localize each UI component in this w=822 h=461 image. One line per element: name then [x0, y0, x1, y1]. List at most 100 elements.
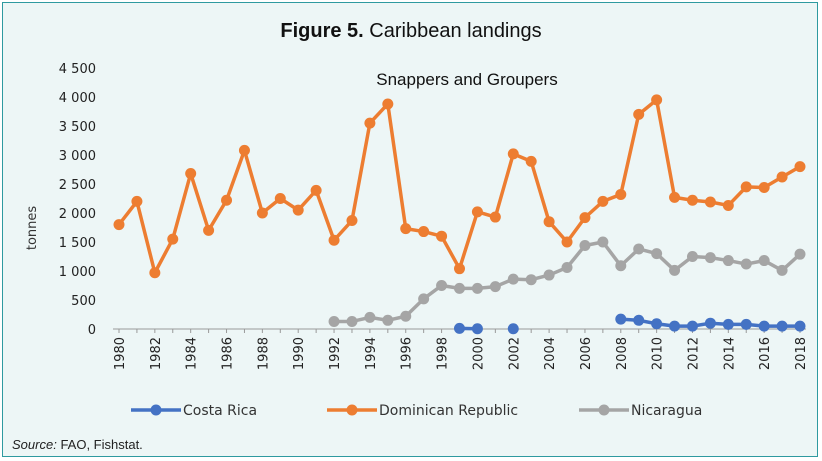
data-point-nicaragua	[615, 260, 627, 272]
data-point-nicaragua	[436, 280, 448, 291]
data-point-costa-rica	[507, 323, 519, 335]
data-point-nicaragua	[686, 251, 698, 262]
data-point-costa-rica	[471, 323, 483, 335]
data-point-nicaragua	[382, 314, 394, 326]
data-point-nicaragua	[400, 310, 412, 322]
data-point-dominican-republic	[686, 194, 698, 206]
data-point-nicaragua	[543, 269, 555, 281]
data-point-nicaragua	[418, 293, 430, 305]
data-point-costa-rica	[651, 318, 663, 330]
y-tick-label: 0	[88, 323, 96, 338]
x-tick-label: 2014	[722, 337, 737, 370]
series-line-dominican-republic	[153, 237, 175, 275]
source-text: FAO, Fishstat.	[60, 437, 143, 452]
data-point-dominican-republic	[131, 195, 143, 207]
x-tick-label: 1982	[149, 337, 164, 370]
x-tick-label: 1988	[256, 337, 271, 370]
x-tick-label: 2012	[686, 337, 701, 370]
series-line-dominican-republic	[386, 102, 408, 231]
source-note: Source: FAO, Fishstat.	[12, 437, 143, 452]
data-point-dominican-republic	[149, 267, 161, 279]
x-tick-label: 1990	[292, 337, 307, 370]
data-point-nicaragua	[669, 264, 681, 276]
data-point-dominican-republic	[651, 94, 663, 106]
data-point-dominican-republic	[382, 98, 394, 110]
data-point-dominican-republic	[471, 206, 483, 218]
x-tick-label: 1992	[328, 337, 343, 370]
y-axis-label: tonnes	[25, 206, 40, 251]
series-line-dominican-republic	[206, 198, 229, 233]
figure-title: Figure 5. Caribbean landings	[0, 20, 822, 43]
data-point-costa-rica	[758, 320, 770, 332]
data-point-nicaragua	[525, 274, 537, 286]
x-tick-label: 1996	[400, 337, 415, 370]
x-tick-label: 1998	[436, 337, 451, 370]
data-point-nicaragua	[346, 315, 358, 327]
chart-subtitle: Snappers and Groupers	[376, 70, 557, 89]
x-tick-label: 1980	[113, 337, 128, 370]
x-tick-label: 1984	[185, 337, 200, 370]
x-tick-label: 2006	[579, 337, 594, 370]
data-point-nicaragua	[489, 281, 501, 293]
series-line-dominican-republic	[350, 121, 372, 223]
data-point-dominican-republic	[436, 230, 448, 242]
data-point-nicaragua	[597, 236, 609, 248]
y-tick-label: 2 000	[59, 207, 96, 222]
data-point-dominican-republic	[454, 263, 465, 275]
data-point-dominican-republic	[418, 226, 430, 238]
x-tick-label: 2000	[471, 337, 486, 370]
x-tick-label: 2004	[543, 337, 558, 370]
series-line-dominican-republic	[619, 112, 641, 197]
data-point-dominican-republic	[346, 215, 358, 227]
data-point-dominican-republic	[597, 195, 609, 207]
data-point-dominican-republic	[722, 199, 734, 211]
series-line-dominican-republic	[188, 171, 211, 233]
x-tick-label: 1986	[221, 337, 236, 370]
data-point-nicaragua	[454, 282, 465, 294]
data-point-dominican-republic	[364, 117, 376, 129]
data-point-dominican-republic	[489, 211, 501, 223]
x-tick-label: 2018	[794, 337, 809, 370]
series-line-dominican-republic	[224, 148, 247, 202]
data-point-dominican-republic	[113, 219, 125, 231]
data-point-dominican-republic	[203, 224, 215, 236]
data-point-nicaragua	[328, 315, 340, 327]
data-point-dominican-republic	[543, 216, 555, 228]
data-point-dominican-republic	[167, 233, 179, 245]
legend-item-dominican-republic: Dominican Republic	[327, 403, 518, 419]
legend-swatch-marker	[598, 404, 610, 416]
y-tick-label: 2 500	[59, 178, 96, 193]
data-point-costa-rica	[776, 320, 788, 332]
figure-title-text: Caribbean landings	[369, 20, 542, 42]
data-point-dominican-republic	[579, 212, 591, 224]
data-point-nicaragua	[722, 255, 734, 267]
data-point-dominican-republic	[328, 234, 340, 246]
data-point-nicaragua	[794, 248, 806, 260]
data-point-dominican-republic	[310, 184, 322, 196]
data-point-dominican-republic	[400, 223, 412, 235]
data-point-nicaragua	[579, 239, 591, 251]
data-point-dominican-republic	[561, 236, 573, 248]
chart-series	[113, 94, 806, 335]
series-dominican-republic	[113, 94, 806, 279]
data-point-nicaragua	[651, 248, 663, 260]
series-line-dominican-republic	[654, 98, 677, 200]
y-tick-label: 3 000	[59, 149, 96, 164]
x-tick-label: 2008	[615, 337, 630, 370]
data-point-dominican-republic	[633, 108, 645, 120]
source-label: Source:	[12, 437, 57, 452]
chart-legend: Costa Rica Dominican Republic Nicaragua	[131, 403, 702, 419]
data-point-dominican-republic	[256, 207, 268, 219]
figure-label: Figure 5.	[280, 20, 364, 42]
series-line-dominican-republic	[439, 234, 462, 271]
data-point-dominican-republic	[615, 188, 627, 200]
data-point-nicaragua	[776, 264, 788, 276]
data-point-costa-rica	[669, 320, 681, 332]
series-line-dominican-republic	[314, 188, 336, 243]
data-point-nicaragua	[633, 243, 645, 255]
data-point-costa-rica	[704, 317, 716, 329]
data-point-dominican-republic	[238, 144, 250, 156]
legend-swatch-marker	[346, 404, 358, 416]
data-point-nicaragua	[507, 273, 519, 285]
